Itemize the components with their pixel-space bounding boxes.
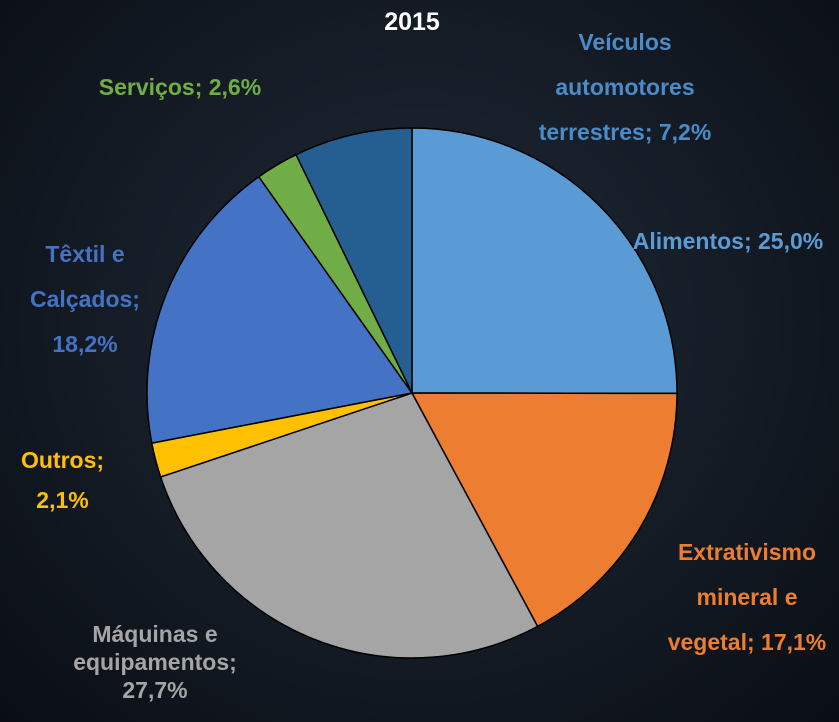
category-label: Serviços;	[98, 74, 203, 100]
value-label: 17,1%	[761, 629, 827, 655]
data-label: Máquinas e equipamentos; 27,7%	[60, 620, 250, 704]
value-label: 25,0%	[758, 228, 824, 254]
category-label: Máquinas e equipamentos;	[73, 621, 237, 675]
pie-slice	[410, 392, 678, 628]
data-label: Extrativismo mineral e vegetal; 17,1%	[655, 530, 839, 665]
data-label: Alimentos; 25,0%	[628, 219, 828, 264]
value-label: 7,2%	[658, 119, 712, 145]
category-label: Outros;	[20, 447, 105, 473]
pie-slice	[411, 127, 678, 395]
value-label: 27,7%	[122, 677, 188, 703]
data-label: Serviços; 2,6%	[90, 65, 270, 110]
category-label: Alimentos;	[632, 228, 752, 254]
data-label: Veículos automotores terrestres; 7,2%	[530, 20, 720, 155]
data-label: Outros; 2,1%	[0, 440, 125, 520]
value-label: 2,1%	[36, 487, 89, 513]
category-label: Têxtil e Calçados;	[30, 241, 140, 312]
value-label: 18,2%	[52, 331, 118, 357]
value-label: 2,6%	[208, 74, 262, 100]
chart-title: 2015	[384, 8, 440, 36]
pie-slice	[295, 127, 413, 394]
pie-slice	[146, 175, 414, 444]
category-label: Extrativismo mineral e vegetal;	[667, 539, 817, 655]
category-label: Veículos automotores terrestres;	[538, 29, 695, 145]
pie-slice	[159, 392, 539, 659]
data-label: Têxtil e Calçados; 18,2%	[5, 232, 165, 367]
